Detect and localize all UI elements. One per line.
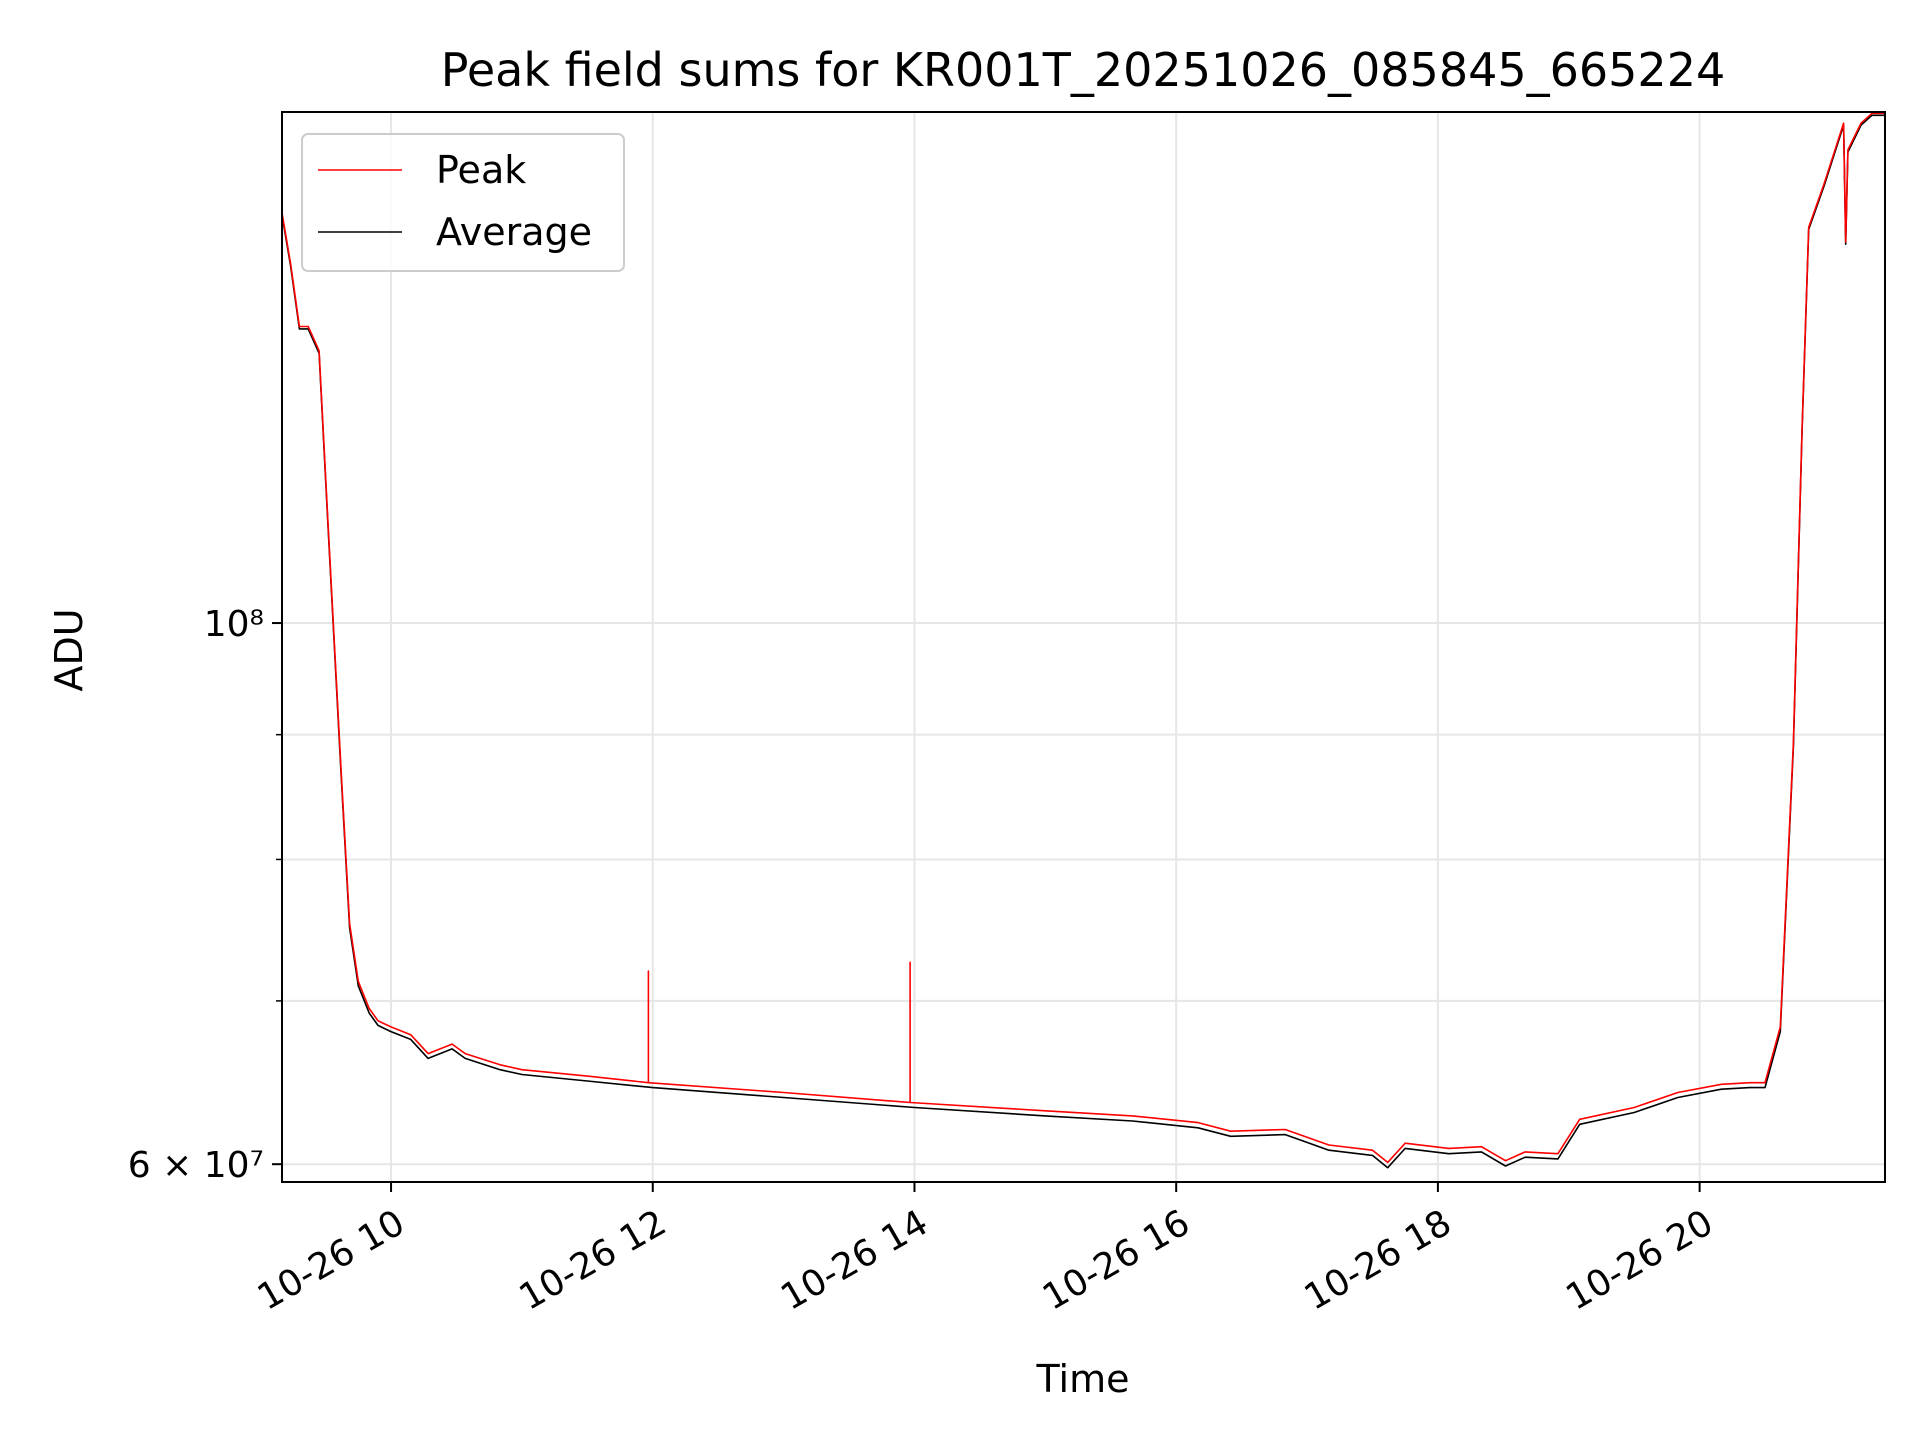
legend-label-average: Average [436,210,592,254]
legend-label-peak: Peak [436,148,526,192]
x-tick-label-4: 10-26 18 [1298,1202,1459,1318]
x-axis-label: Time [1036,1357,1130,1401]
x-axis: 10-26 10 10-26 12 10-26 14 10-26 16 10-26 18… [251,1182,1720,1319]
y-tick-label-1: 10⁸ [204,604,264,645]
series-layer [281,112,1885,1169]
y-axis-label: ADU [47,608,91,691]
x-tick-label-1: 10-26 12 [513,1202,674,1318]
legend-box [301,133,625,272]
y-axis: 6 × 10⁷ 10⁸ [128,604,282,1186]
x-tick-label-5: 10-26 20 [1559,1202,1720,1318]
chart-title: Peak field sums for KR001T_20251026_0858… [441,43,1725,97]
x-tick-label-0: 10-26 10 [251,1202,412,1318]
legend: Peak Average [301,133,625,272]
y-tick-label-0: 6 × 10⁷ [128,1145,264,1186]
series-line-average [281,114,1885,1169]
x-tick-label-3: 10-26 16 [1036,1202,1197,1318]
plot-frame [281,111,1886,1183]
series-line-peak [281,112,1885,1164]
x-tick-label-2: 10-26 14 [774,1202,935,1318]
grid [282,112,1885,1182]
